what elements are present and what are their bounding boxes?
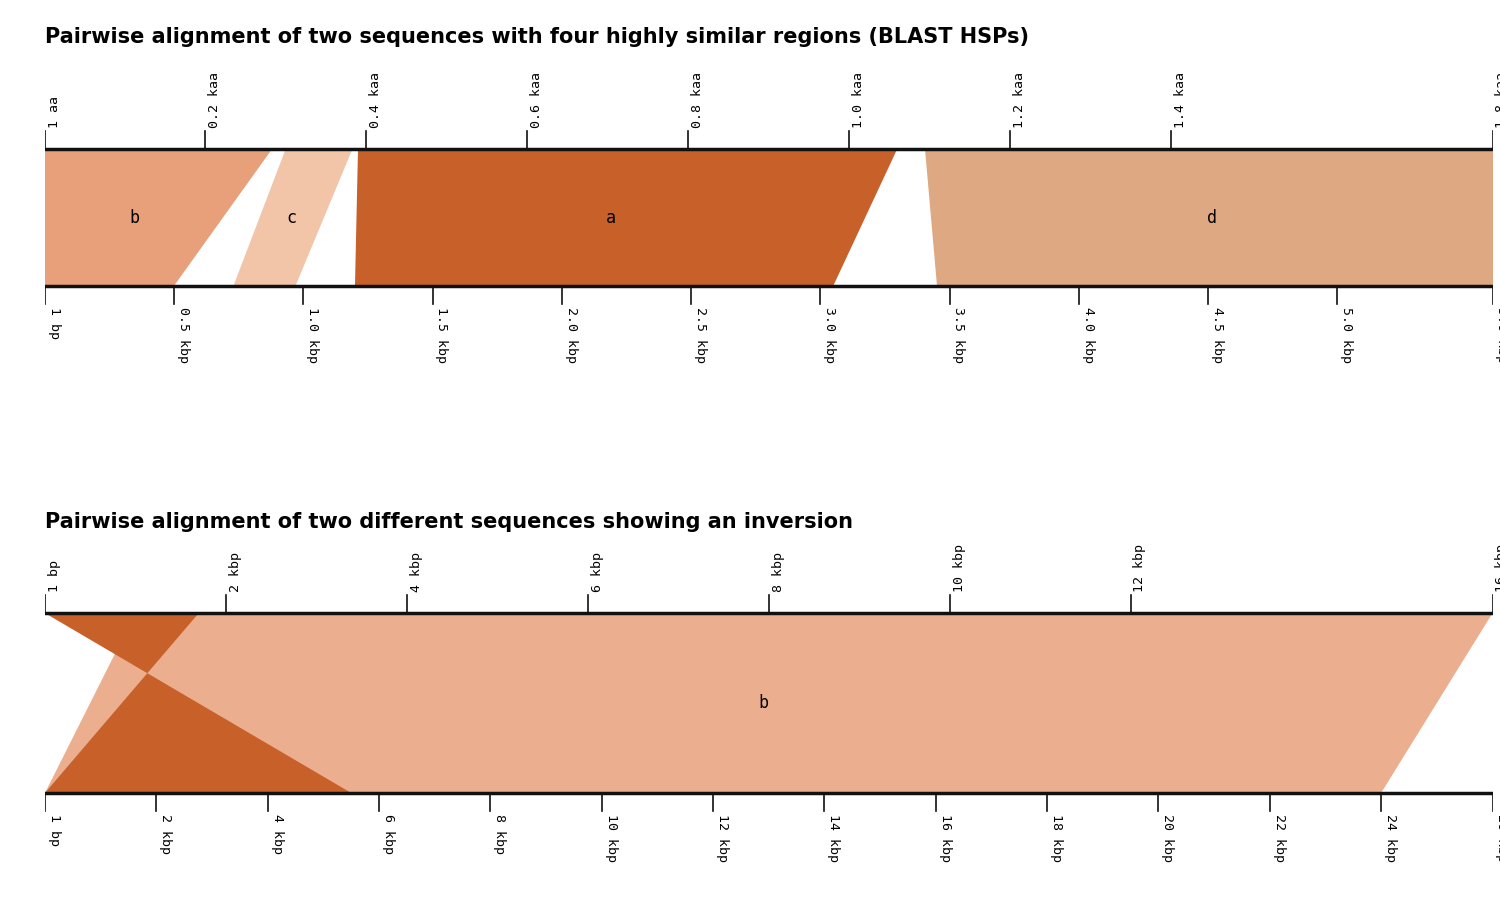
Polygon shape (356, 149, 897, 286)
Polygon shape (926, 149, 1492, 286)
Text: 12 kbp: 12 kbp (1134, 544, 1146, 592)
Text: 4.0 kbp: 4.0 kbp (1082, 307, 1095, 363)
Text: Pairwise alignment of two different sequences showing an inversion: Pairwise alignment of two different sequ… (45, 512, 853, 532)
Text: 2.0 kbp: 2.0 kbp (564, 307, 578, 363)
Text: 1.2 kaa: 1.2 kaa (1013, 72, 1026, 128)
Text: 1 bp: 1 bp (48, 307, 62, 340)
Polygon shape (45, 613, 1492, 793)
Text: 2 kbp: 2 kbp (230, 552, 242, 592)
Text: 5.0 kbp: 5.0 kbp (1341, 307, 1353, 363)
Text: 0.8 kaa: 0.8 kaa (692, 72, 703, 128)
Text: 4 kbp: 4 kbp (270, 814, 284, 854)
Text: 14 kbp: 14 kbp (828, 814, 840, 862)
Text: Pairwise alignment of two sequences with four highly similar regions (BLAST HSPs: Pairwise alignment of two sequences with… (45, 27, 1029, 47)
Text: 1.0 kbp: 1.0 kbp (306, 307, 320, 363)
Text: 20 kbp: 20 kbp (1161, 814, 1174, 862)
Text: 2.5 kbp: 2.5 kbp (694, 307, 706, 363)
Text: 8 kbp: 8 kbp (494, 814, 506, 854)
Text: 1 bp: 1 bp (48, 559, 62, 592)
Text: 0.2 kaa: 0.2 kaa (209, 72, 220, 128)
Text: 0.4 kaa: 0.4 kaa (369, 72, 382, 128)
Text: 24 kbp: 24 kbp (1384, 814, 1396, 862)
Text: 1.5 kbp: 1.5 kbp (435, 307, 448, 363)
Polygon shape (45, 613, 351, 793)
Text: 2 kbp: 2 kbp (159, 814, 172, 854)
Text: 0.6 kaa: 0.6 kaa (530, 72, 543, 128)
Text: 1 bp: 1 bp (48, 814, 62, 847)
Text: 22 kbp: 22 kbp (1272, 814, 1286, 862)
Text: 5.6 kbp: 5.6 kbp (1496, 307, 1500, 363)
Text: b: b (129, 209, 140, 227)
Text: d: d (1206, 209, 1216, 227)
Text: 10 kbp: 10 kbp (952, 544, 966, 592)
Text: 3.5 kbp: 3.5 kbp (952, 307, 966, 363)
Text: 10 kbp: 10 kbp (604, 814, 618, 862)
Text: 6 kbp: 6 kbp (591, 552, 603, 592)
Polygon shape (45, 149, 272, 286)
Polygon shape (234, 149, 352, 286)
Text: 16 kbp: 16 kbp (1496, 544, 1500, 592)
Text: 1 aa: 1 aa (48, 95, 62, 128)
Text: 8 kbp: 8 kbp (771, 552, 784, 592)
Text: 4.5 kbp: 4.5 kbp (1210, 307, 1224, 363)
Text: 12 kbp: 12 kbp (716, 814, 729, 862)
Text: b: b (759, 694, 768, 712)
Text: 0.5 kbp: 0.5 kbp (177, 307, 190, 363)
Text: 3.0 kbp: 3.0 kbp (824, 307, 836, 363)
Text: 26 kbp: 26 kbp (1496, 814, 1500, 862)
Text: 16 kbp: 16 kbp (939, 814, 951, 862)
Text: a: a (606, 209, 616, 227)
Text: 1.0 kaa: 1.0 kaa (852, 72, 864, 128)
Text: c: c (286, 209, 297, 227)
Text: 18 kbp: 18 kbp (1050, 814, 1064, 862)
Text: 6 kbp: 6 kbp (382, 814, 394, 854)
Text: 1.8 kaa: 1.8 kaa (1496, 72, 1500, 128)
Text: 4 kbp: 4 kbp (410, 552, 423, 592)
Text: 1.4 kaa: 1.4 kaa (1173, 72, 1186, 128)
